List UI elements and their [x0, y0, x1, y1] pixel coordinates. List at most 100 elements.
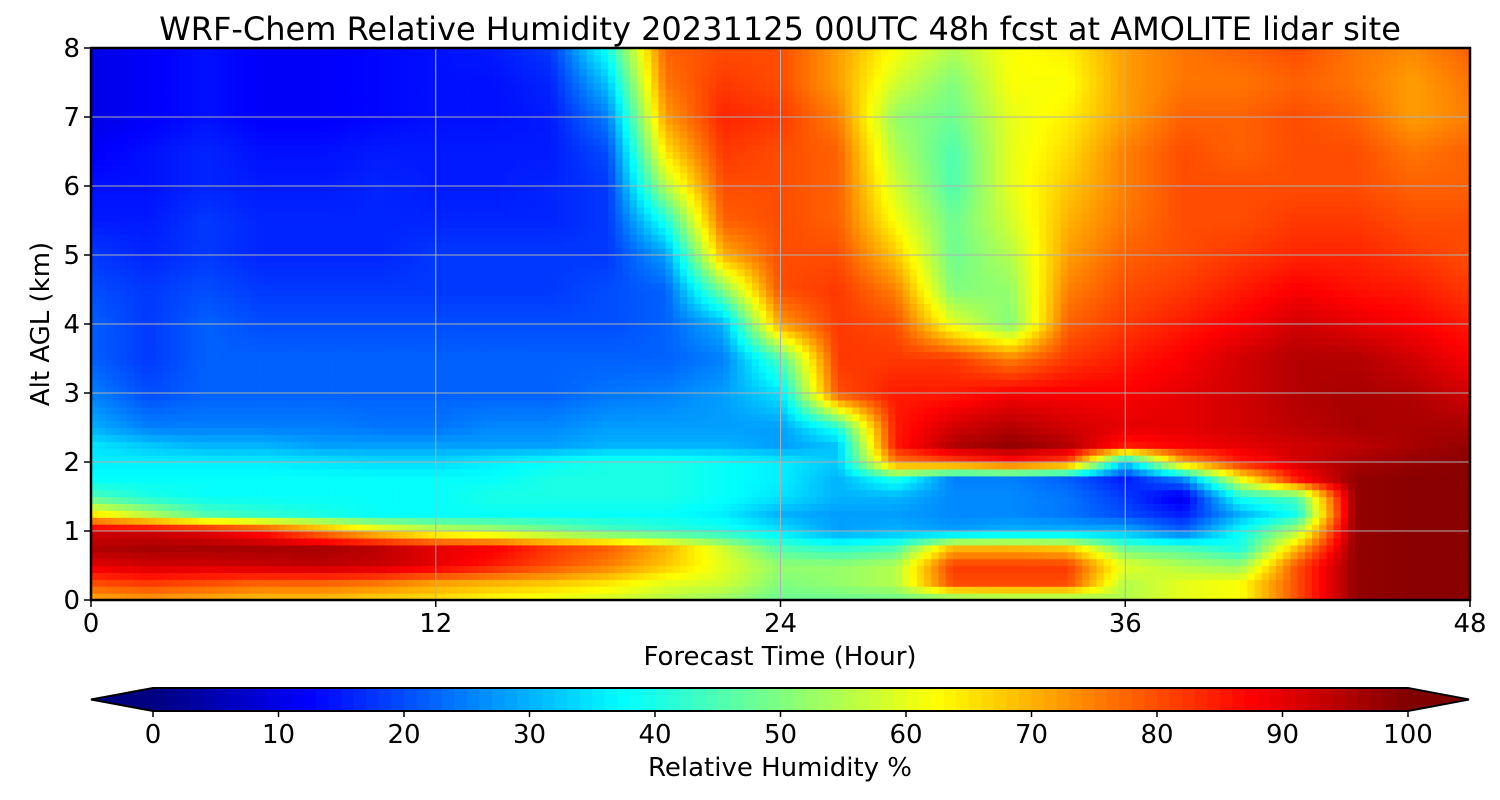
heatmap-cell	[313, 558, 322, 567]
heatmap-cell	[191, 579, 200, 587]
heatmap-cell	[1189, 503, 1198, 511]
heatmap-cell	[1398, 544, 1406, 553]
heatmap-cell	[536, 524, 545, 532]
heatmap-cell	[105, 434, 114, 442]
heatmap-cell	[1319, 551, 1327, 560]
heatmap-cell	[1182, 448, 1191, 456]
heatmap-cell	[1240, 475, 1248, 484]
heatmap-cell	[902, 517, 911, 525]
heatmap-cell	[988, 503, 997, 511]
heatmap-cell	[385, 503, 394, 511]
heatmap-cell	[1132, 503, 1141, 511]
heatmap-cell	[1139, 482, 1148, 491]
heatmap-cell	[514, 462, 523, 470]
heatmap-cell	[464, 468, 473, 477]
heatmap-cell	[320, 579, 329, 587]
heatmap-cell	[184, 572, 193, 580]
heatmap-cell	[845, 531, 853, 539]
heatmap-cell	[536, 572, 545, 580]
heatmap-cell	[988, 468, 997, 477]
heatmap-cell	[809, 531, 818, 539]
heatmap-cell	[363, 517, 372, 525]
heatmap-cell	[493, 475, 501, 484]
heatmap-cell	[938, 420, 947, 429]
heatmap-cell	[780, 510, 789, 518]
heatmap-cell	[1125, 462, 1134, 470]
heatmap-cell	[651, 558, 659, 567]
heatmap-cell	[1074, 496, 1083, 504]
heatmap-cell	[141, 503, 150, 511]
heatmap-cell	[1455, 551, 1464, 560]
heatmap-cell	[1247, 558, 1256, 567]
heatmap-cell	[1347, 586, 1356, 594]
heatmap-cell	[737, 593, 746, 600]
heatmap-cell	[945, 489, 954, 498]
heatmap-cell	[486, 427, 494, 435]
heatmap-cell	[1010, 455, 1019, 463]
heatmap-cell	[249, 441, 257, 449]
heatmap-cell	[105, 551, 114, 560]
heatmap-cell	[1060, 503, 1069, 511]
heatmap-cell	[1146, 496, 1155, 504]
heatmap-cell	[744, 524, 753, 532]
heatmap-cell	[1426, 448, 1435, 456]
heatmap-cell	[1197, 524, 1205, 532]
heatmap-cell	[830, 565, 839, 573]
heatmap-cell	[924, 572, 932, 580]
heatmap-cell	[170, 537, 178, 546]
heatmap-cell	[126, 544, 135, 553]
heatmap-cell	[873, 524, 882, 532]
heatmap-cell	[780, 579, 789, 587]
heatmap-cell	[608, 531, 616, 539]
heatmap-cell	[866, 441, 875, 449]
heatmap-cell	[1426, 510, 1435, 518]
heatmap-cell	[816, 503, 825, 511]
heatmap-cell	[126, 434, 135, 442]
heatmap-cell	[1276, 558, 1284, 567]
heatmap-cell	[1355, 441, 1363, 449]
heatmap-cell	[723, 517, 731, 525]
heatmap-cell	[1405, 468, 1414, 477]
heatmap-cell	[363, 434, 372, 442]
heatmap-cell	[694, 475, 703, 484]
heatmap-cell	[1426, 482, 1435, 491]
heatmap-cell	[909, 503, 918, 511]
heatmap-cell	[802, 551, 810, 560]
heatmap-cell	[888, 572, 897, 580]
heatmap-cell	[435, 579, 444, 587]
heatmap-cell	[349, 565, 358, 573]
heatmap-cell	[112, 558, 121, 567]
heatmap-cell	[349, 586, 358, 594]
heatmap-cell	[1197, 565, 1205, 573]
heatmap-cell	[148, 593, 157, 600]
heatmap-cell	[1340, 503, 1349, 511]
heatmap-cell	[766, 462, 774, 470]
heatmap-cell	[1283, 558, 1292, 567]
heatmap-cell	[1290, 544, 1299, 553]
heatmap-cell	[701, 496, 710, 504]
heatmap-cell	[1304, 565, 1313, 573]
heatmap-cell	[191, 537, 200, 546]
heatmap-cell	[155, 572, 164, 580]
heatmap-cell	[155, 503, 164, 511]
heatmap-cell	[184, 475, 193, 484]
heatmap-cell	[414, 537, 422, 546]
heatmap-cell	[126, 441, 135, 449]
heatmap-cell	[270, 462, 279, 470]
heatmap-cell	[1412, 517, 1421, 525]
heatmap-cell	[679, 572, 688, 580]
heatmap-cell	[715, 544, 724, 553]
heatmap-cell	[155, 524, 164, 532]
heatmap-cell	[866, 551, 875, 560]
heatmap-cell	[112, 413, 121, 422]
heatmap-cell	[550, 544, 559, 553]
heatmap-cell	[1355, 510, 1363, 518]
heatmap-cell	[428, 572, 437, 580]
heatmap-cell	[1240, 531, 1248, 539]
heatmap-cell	[557, 420, 566, 429]
heatmap-cell	[1074, 531, 1083, 539]
heatmap-cell	[450, 489, 458, 498]
heatmap-cell	[830, 475, 839, 484]
heatmap-cell	[687, 489, 695, 498]
heatmap-cell	[198, 531, 207, 539]
